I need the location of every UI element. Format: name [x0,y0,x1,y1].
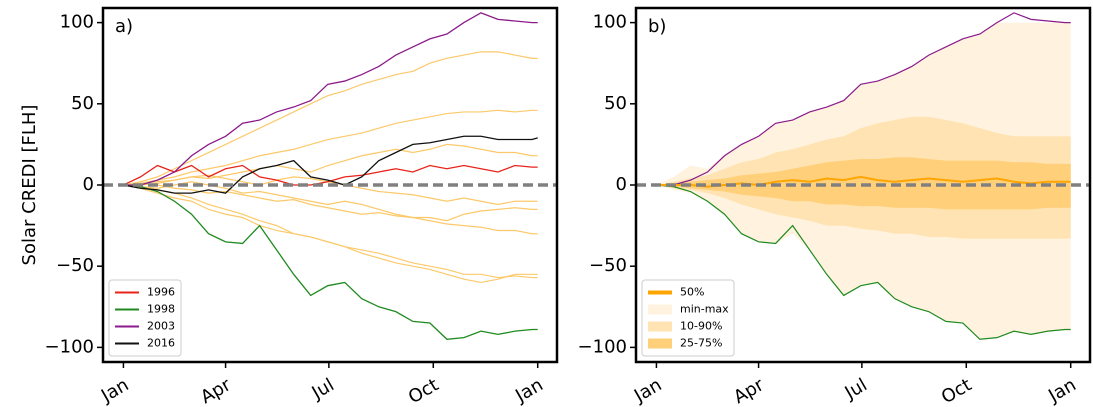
y-tick-label: −50 [589,255,627,276]
plot-area [123,12,538,340]
y-tick-label: 50 [604,93,627,114]
x-tick-label: Jul [841,374,871,404]
series-line [123,12,538,186]
y-tick-label: 100 [593,12,627,33]
x-tick-label: Oct [938,374,975,407]
background-line [123,181,538,235]
y-tick-label: 50 [71,93,94,114]
legend: 1996 1998 2003 2016 [108,279,182,357]
x-tick-label: Apr [197,374,235,407]
legend-swatch [648,321,672,332]
legend-label: min-max [680,303,729,316]
legend: 50% min-max 10-90% 25-75% [641,279,735,357]
series-line [123,184,538,340]
background-line [123,184,538,279]
legend-label: 25-75% [680,337,722,350]
x-tick-label: Jan [1044,374,1079,407]
x-tick-label: Jan [630,374,665,407]
legend-label: 2016 [147,337,175,350]
background-line [123,143,538,186]
background-line [656,184,1071,340]
y-tick-label: 0 [83,174,94,195]
background-line [123,184,538,284]
series-line [123,164,538,186]
legend-label: 50% [680,286,704,299]
y-axis-label: Solar CREDI [FLH] [19,105,40,266]
x-tick-label: Jan [97,374,132,407]
y-tick-label: −50 [56,255,94,276]
x-tick-label: Apr [730,374,768,407]
background-line [123,51,538,186]
x-tick-label: Jul [308,374,338,404]
series-line [123,135,538,194]
panel-label: a) [115,16,133,37]
legend-swatch [648,304,672,315]
legend-box [641,279,735,357]
legend-label: 2003 [147,320,175,333]
x-tick-label: Oct [405,374,442,407]
legend-box [108,279,182,357]
background-line [656,12,1071,186]
legend-swatch [648,338,672,349]
legend-label: 10-90% [680,320,722,333]
legend-label: 1998 [147,303,175,316]
y-tick-label: 100 [60,12,94,33]
panel-label: b) [648,16,666,37]
background-line [123,109,538,186]
y-tick-label: −100 [45,336,94,357]
y-tick-label: 0 [616,174,627,195]
plot-area [656,12,1071,340]
background-line [123,182,538,222]
legend-label: 1996 [147,286,175,299]
x-tick-label: Jan [511,374,546,407]
y-tick-label: −100 [578,336,627,357]
